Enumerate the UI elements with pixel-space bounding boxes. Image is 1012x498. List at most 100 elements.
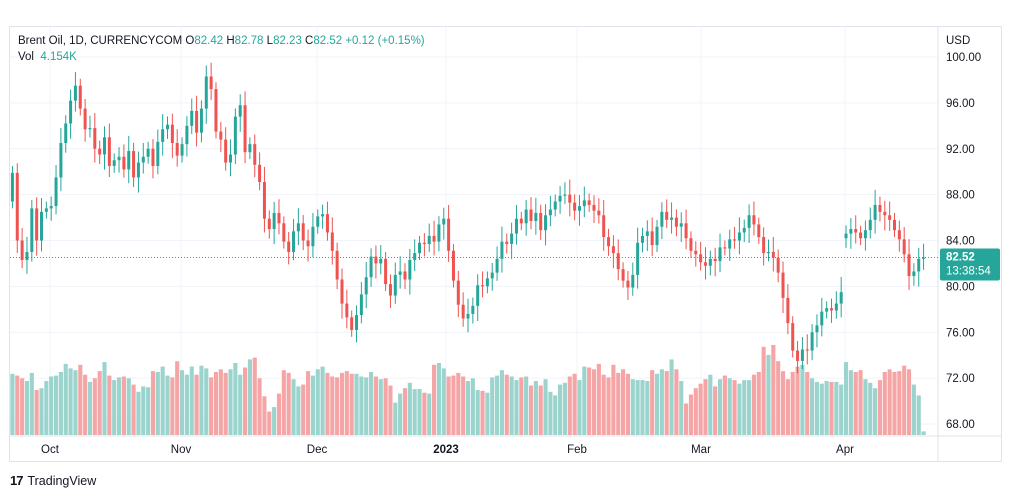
candle (107, 123, 111, 177)
volume-bar (146, 387, 151, 435)
candle-body (10, 172, 14, 202)
candle-body (582, 200, 586, 207)
volume-bar (364, 377, 369, 435)
volume-bar (29, 372, 34, 435)
volume-bar (902, 365, 907, 435)
volume-bar (388, 385, 393, 435)
candle-body (854, 229, 858, 233)
candle (456, 271, 460, 318)
candle (810, 323, 814, 361)
candle (539, 204, 543, 240)
candle (490, 262, 494, 291)
volume-bar (897, 371, 902, 435)
candle-body (282, 223, 286, 242)
candle (752, 201, 756, 236)
candle-body (529, 209, 533, 222)
volume-bar (611, 364, 616, 435)
volume-bar (674, 369, 679, 435)
candle-body (272, 212, 276, 230)
tradingview-logo-icon: 17 (10, 473, 24, 488)
volume-bar (572, 373, 577, 435)
candle-body (107, 137, 111, 166)
candle-body (262, 182, 266, 219)
candle-body (316, 216, 320, 227)
volume-bar (436, 363, 441, 435)
candle-body (166, 124, 170, 130)
candle-body (277, 212, 281, 224)
volume-bar (761, 346, 766, 435)
candle-body (897, 230, 901, 240)
candle (481, 271, 485, 298)
volume-bar (461, 376, 466, 435)
candle (88, 115, 92, 138)
volume-bar (650, 370, 655, 435)
candle (844, 225, 848, 248)
volume-bar (805, 372, 810, 435)
candle-body (626, 280, 630, 288)
candle-body (461, 304, 465, 319)
volume-bar (20, 378, 25, 435)
candle (59, 127, 63, 192)
candle (151, 139, 155, 179)
footer-branding[interactable]: 17 TradingView (10, 473, 96, 488)
candle-body (311, 226, 315, 247)
candle-body (485, 278, 489, 287)
candle-body (151, 148, 155, 166)
candle (379, 245, 383, 275)
volume-bar (717, 379, 723, 435)
candle-body (679, 223, 683, 227)
candle (466, 298, 470, 333)
candle-body (117, 156, 121, 161)
volume-bar (601, 374, 606, 435)
volume-bar (708, 374, 713, 435)
candle-body (645, 231, 649, 236)
volume-bar (698, 383, 703, 435)
volume-bar (776, 361, 781, 435)
candle (476, 274, 480, 322)
time-tick-label: 2023 (433, 444, 459, 456)
candle-body (325, 214, 329, 233)
candle (83, 98, 87, 142)
candle-body (35, 208, 39, 241)
candle-body (481, 285, 485, 287)
candle-body (393, 274, 397, 296)
candle (219, 121, 223, 152)
volume-bar (829, 381, 834, 435)
candle-body (369, 256, 373, 278)
candle (602, 200, 606, 251)
volume-bar (170, 377, 175, 435)
chart-frame[interactable] (9, 26, 1002, 462)
candle (902, 226, 906, 263)
volume-bar (24, 381, 30, 435)
candle-body (602, 215, 606, 238)
volume-bar (296, 386, 301, 435)
price-tick-label: 96.00 (946, 98, 975, 110)
candle-body (868, 219, 872, 231)
volume-bar (814, 381, 820, 435)
volume-bar (335, 377, 340, 435)
candle (413, 239, 417, 272)
candle-body (437, 224, 441, 242)
candle (684, 209, 688, 250)
volume-bar (490, 377, 495, 435)
candle-body (834, 303, 838, 311)
candle (44, 201, 48, 219)
candle (40, 198, 44, 252)
candle-body (786, 297, 790, 324)
candle-body (398, 271, 402, 275)
candle (631, 262, 635, 296)
candle (418, 235, 422, 260)
legend-vol-label: Vol (18, 51, 34, 63)
candle (587, 193, 591, 212)
volume-bar (315, 369, 320, 435)
candle (10, 165, 14, 209)
candle (156, 129, 160, 175)
legend-symbol[interactable]: Brent Oil, 1D, CURRENCYCOM (18, 35, 183, 47)
candle-body (713, 258, 717, 262)
candle (369, 248, 373, 287)
candle (15, 163, 19, 253)
candle-body (44, 208, 48, 212)
candle-body (636, 242, 640, 275)
volume-bar (150, 371, 156, 435)
